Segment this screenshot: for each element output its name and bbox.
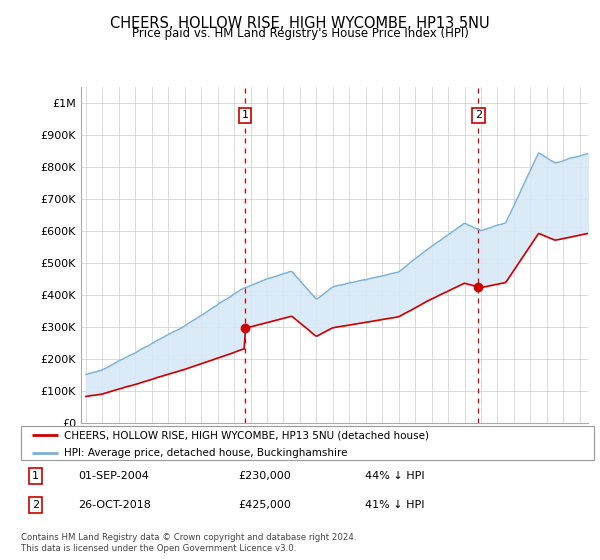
FancyBboxPatch shape [21, 426, 594, 460]
Text: CHEERS, HOLLOW RISE, HIGH WYCOMBE, HP13 5NU: CHEERS, HOLLOW RISE, HIGH WYCOMBE, HP13 … [110, 16, 490, 31]
Text: 1: 1 [242, 110, 248, 120]
Text: 26-OCT-2018: 26-OCT-2018 [79, 500, 151, 510]
Text: 2: 2 [32, 500, 39, 510]
Text: 44% ↓ HPI: 44% ↓ HPI [365, 472, 424, 481]
Text: HPI: Average price, detached house, Buckinghamshire: HPI: Average price, detached house, Buck… [64, 447, 347, 458]
Text: £230,000: £230,000 [239, 472, 292, 481]
Text: 1: 1 [32, 472, 39, 481]
Text: Contains HM Land Registry data © Crown copyright and database right 2024.
This d: Contains HM Land Registry data © Crown c… [21, 533, 356, 553]
Text: 2: 2 [475, 110, 482, 120]
Text: £425,000: £425,000 [239, 500, 292, 510]
Text: Price paid vs. HM Land Registry's House Price Index (HPI): Price paid vs. HM Land Registry's House … [131, 27, 469, 40]
Text: CHEERS, HOLLOW RISE, HIGH WYCOMBE, HP13 5NU (detached house): CHEERS, HOLLOW RISE, HIGH WYCOMBE, HP13 … [64, 430, 429, 440]
Text: 01-SEP-2004: 01-SEP-2004 [79, 472, 149, 481]
Text: 41% ↓ HPI: 41% ↓ HPI [365, 500, 424, 510]
